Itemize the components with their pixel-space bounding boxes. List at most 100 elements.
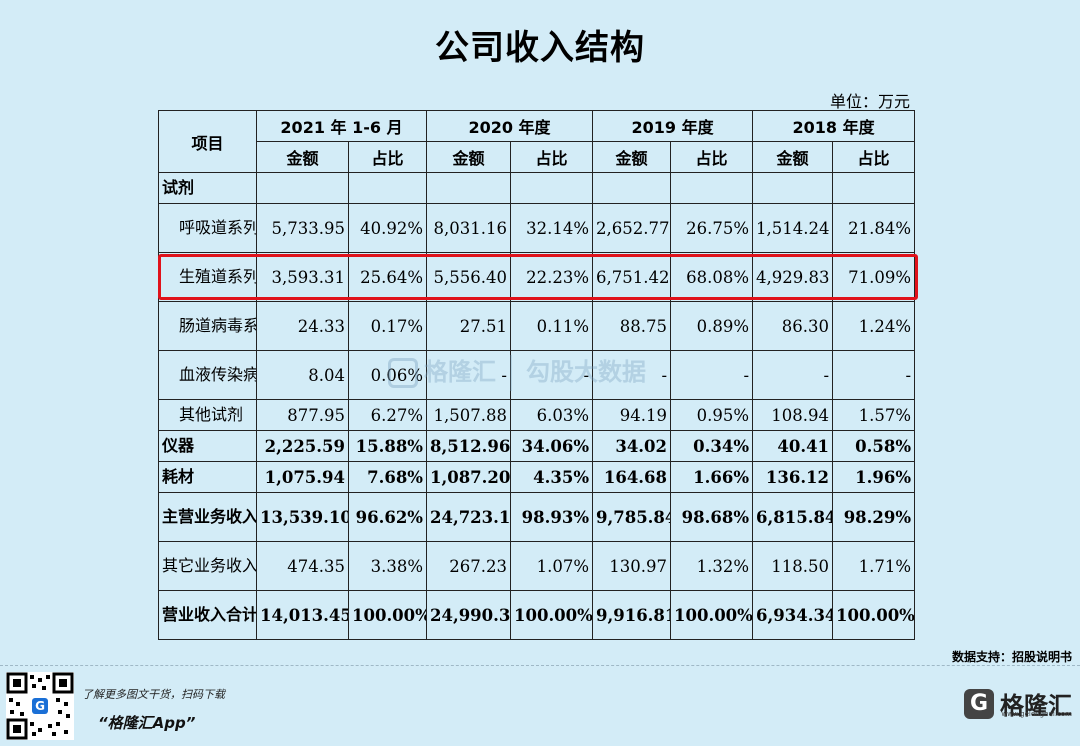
row-label: 试剂 [158, 172, 257, 204]
amount-cell: 94.19 [592, 399, 672, 431]
footer-divider [0, 665, 1080, 666]
ratio-cell: 0.11% [509, 301, 594, 351]
ratio-header: 占比 [348, 141, 427, 173]
table-row: 其他试剂 877.95 6.27% 1,507.88 6.03% 94.19 0.95% 10… [158, 399, 916, 431]
amount-cell: 1,514.24 [752, 203, 834, 253]
brand-logo-icon: G [964, 688, 994, 719]
amount-cell: 2,225.59 [256, 430, 349, 462]
ratio-cell: 4.35% [509, 461, 594, 493]
row-label: 生殖道系列 [158, 252, 257, 302]
ratio-cell [348, 172, 427, 204]
table-row: 试剂 [158, 172, 916, 204]
ratio-cell: 71.09% [832, 252, 916, 302]
ratio-cell: - [670, 350, 754, 400]
amount-cell: 34.02 [592, 430, 672, 462]
data-source: 数据支持：招股说明书 [951, 650, 1072, 664]
brand-name: 格隆汇 [1000, 692, 1072, 720]
ratio-cell [832, 172, 916, 204]
amount-cell: 13,539.10 [256, 492, 349, 542]
amount-cell: 6,751.42 [592, 252, 672, 302]
amount-cell: 267.23 [426, 541, 511, 591]
amount-cell: 1,507.88 [426, 399, 511, 431]
amount-cell: 6,815.84 [752, 492, 834, 542]
amount-cell: 9,785.84 [592, 492, 672, 542]
table-body: 试剂 呼吸道系列 5,733.95 40.92% 8,031.16 32.14% 2,652… [158, 172, 916, 640]
ratio-cell: 21.84% [832, 203, 916, 253]
amount-cell [592, 172, 672, 204]
amount-cell [256, 172, 349, 204]
amount-cell: 474.35 [256, 541, 349, 591]
ratio-cell: 68.08% [670, 252, 754, 302]
ratio-cell: 0.89% [670, 301, 754, 351]
ratio-cell: 98.29% [832, 492, 916, 542]
amount-cell: 27.51 [426, 301, 511, 351]
ratio-cell: 0.95% [670, 399, 754, 431]
amount-cell [426, 172, 511, 204]
ratio-cell: 98.68% [670, 492, 754, 542]
amount-cell: - [752, 350, 834, 400]
ratio-cell: 100.00% [670, 590, 754, 640]
ratio-cell: - [832, 350, 916, 400]
ratio-cell: 6.27% [348, 399, 427, 431]
highlight-box [158, 254, 918, 300]
amount-cell: 88.75 [592, 301, 672, 351]
brand-url: www.gelonghui.com [1001, 710, 1072, 718]
ratio-cell: 96.62% [348, 492, 427, 542]
ratio-header: 占比 [670, 141, 754, 173]
promo-text: 了解更多图文干货，扫码下载 [82, 688, 225, 701]
amount-cell: 136.12 [752, 461, 834, 493]
amount-header: 金额 [426, 141, 511, 173]
watermark: 格隆汇 勾股大数据 [388, 352, 646, 391]
amount-cell: 40.41 [752, 430, 834, 462]
row-label: 营业收入合计 [158, 590, 257, 640]
amount-cell: 9,916.81 [592, 590, 672, 640]
amount-cell: 164.68 [592, 461, 672, 493]
amount-cell: 877.95 [256, 399, 349, 431]
ratio-cell: 98.93% [509, 492, 594, 542]
period-header: 2019 年度 [592, 110, 754, 142]
amount-header: 金额 [256, 141, 349, 173]
amount-cell: 2,652.77 [592, 203, 672, 253]
ratio-cell: 100.00% [832, 590, 916, 640]
ratio-header: 占比 [832, 141, 916, 173]
ratio-header: 占比 [509, 141, 594, 173]
ratio-cell: 100.00% [509, 590, 594, 640]
row-label: 耗材 [158, 461, 257, 493]
income-table: 项目 2021 年 1-6 月 2020 年度 2019 年度 2018 年度 … [158, 110, 916, 640]
ratio-cell: 1.24% [832, 301, 916, 351]
ratio-cell: 26.75% [670, 203, 754, 253]
amount-cell: 86.30 [752, 301, 834, 351]
row-label: 呼吸道系列 [158, 203, 257, 253]
row-label: 其它业务收入 [158, 541, 257, 591]
ratio-cell: 32.14% [509, 203, 594, 253]
footer-brand: G 格隆汇 www.gelonghui.com [964, 686, 1072, 721]
period-header: 2021 年 1-6 月 [256, 110, 427, 142]
row-label: 主营业务收入 [158, 492, 257, 542]
amount-cell: 3,593.31 [256, 252, 349, 302]
amount-cell: 8.04 [256, 350, 349, 400]
ratio-cell: 3.38% [348, 541, 427, 591]
amount-cell: 14,013.45 [256, 590, 349, 640]
ratio-cell: 0.34% [670, 430, 754, 462]
amount-cell: 108.94 [752, 399, 834, 431]
table-row: 仪器 2,225.59 15.88% 8,512.96 34.06% 34.02 0.34%… [158, 430, 916, 462]
amount-cell: 8,512.96 [426, 430, 511, 462]
period-header: 2020 年度 [425, 110, 594, 142]
ratio-cell: 1.07% [509, 541, 594, 591]
qr-code-icon: G [6, 672, 74, 740]
watermark-brand: 格隆汇 [424, 358, 496, 386]
amount-cell: 1,087.20 [426, 461, 511, 493]
amount-cell: 5,556.40 [426, 252, 511, 302]
table-row: 耗材 1,075.94 7.68% 1,087.20 4.35% 164.68 1.66% 1… [158, 461, 916, 493]
ratio-cell: 1.57% [832, 399, 916, 431]
row-label: 肠道病毒系列 [158, 301, 257, 351]
amount-cell: 1,075.94 [256, 461, 349, 493]
amount-cell [752, 172, 834, 204]
amount-header: 金额 [592, 141, 672, 173]
item-header: 项目 [158, 110, 257, 173]
period-header: 2018 年度 [752, 110, 916, 142]
row-label: 其他试剂 [158, 399, 257, 431]
row-label: 仪器 [158, 430, 257, 462]
table-row: 肠道病毒系列24.330.17%27.510.11%88.750.89%86.3… [158, 301, 916, 351]
unit-label: 单位：万元 [829, 92, 910, 111]
